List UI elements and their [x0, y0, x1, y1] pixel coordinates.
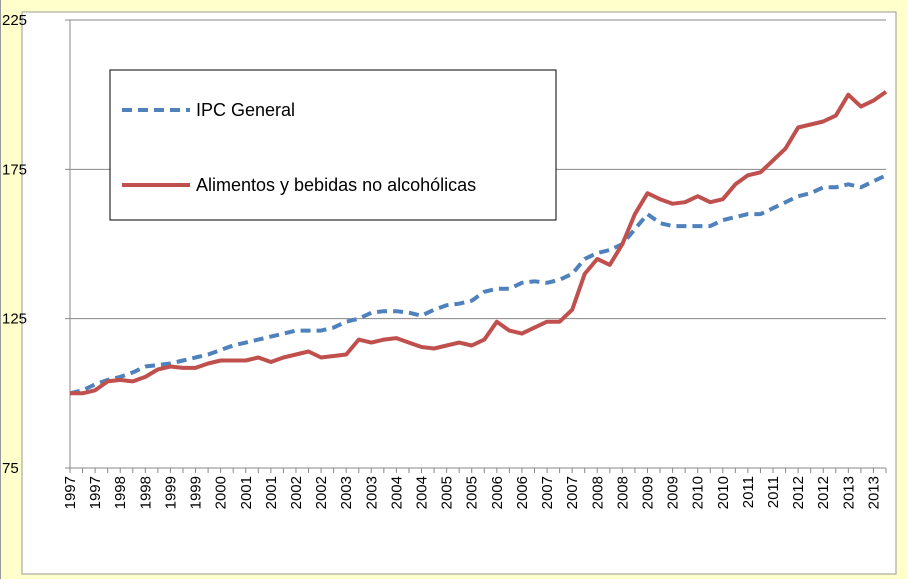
- y-tick-label: 75: [2, 460, 19, 477]
- x-tick-label: 2006: [489, 476, 506, 509]
- x-tick-label: 1997: [87, 476, 104, 509]
- y-tick-label: 125: [2, 311, 27, 328]
- x-tick-label: 2002: [313, 476, 330, 509]
- x-tick-label: 2011: [740, 476, 757, 508]
- x-tick-label: 2013: [840, 476, 857, 509]
- x-tick-label: 2012: [815, 476, 832, 509]
- x-tick-label: 2008: [614, 476, 631, 509]
- legend-label: IPC General: [196, 100, 295, 120]
- series-line: [70, 90, 888, 396]
- x-tick-label: 2005: [464, 476, 481, 509]
- x-tick-label: 2004: [414, 476, 431, 509]
- x-tick-label: 2010: [715, 476, 732, 509]
- x-tick-label: 2007: [539, 476, 556, 509]
- x-tick-label: 2010: [690, 476, 707, 509]
- x-tick-label: 2004: [388, 476, 405, 509]
- y-tick-label: 225: [2, 12, 27, 29]
- x-tick-label: 2001: [263, 476, 280, 509]
- x-tick-label: 1999: [162, 476, 179, 509]
- x-tick-label: 1998: [112, 476, 129, 509]
- x-tick-label: 2007: [564, 476, 581, 509]
- x-tick-label: 2003: [363, 476, 380, 509]
- x-tick-label: 2003: [338, 476, 355, 509]
- x-tick-label: 2011: [765, 476, 782, 508]
- legend-label: Alimentos y bebidas no alcohólicas: [196, 175, 476, 195]
- x-tick-label: 1999: [188, 476, 205, 509]
- x-tick-label: 2002: [288, 476, 305, 509]
- x-tick-label: 1997: [62, 476, 79, 509]
- x-tick-label: 2009: [665, 476, 682, 509]
- y-tick-label: 175: [2, 161, 27, 178]
- x-tick-label: 2008: [589, 476, 606, 509]
- x-tick-label: 2013: [865, 476, 882, 509]
- x-tick-label: 1998: [137, 476, 154, 509]
- x-tick-label: 2005: [439, 476, 456, 509]
- legend-box: [109, 69, 557, 221]
- x-tick-label: 2012: [790, 476, 807, 509]
- x-tick-label: 2006: [514, 476, 531, 509]
- x-tick-label: 2001: [238, 476, 255, 509]
- x-tick-label: 2009: [639, 476, 656, 509]
- series-line: [69, 173, 887, 396]
- x-tick-label: 2000: [213, 476, 230, 509]
